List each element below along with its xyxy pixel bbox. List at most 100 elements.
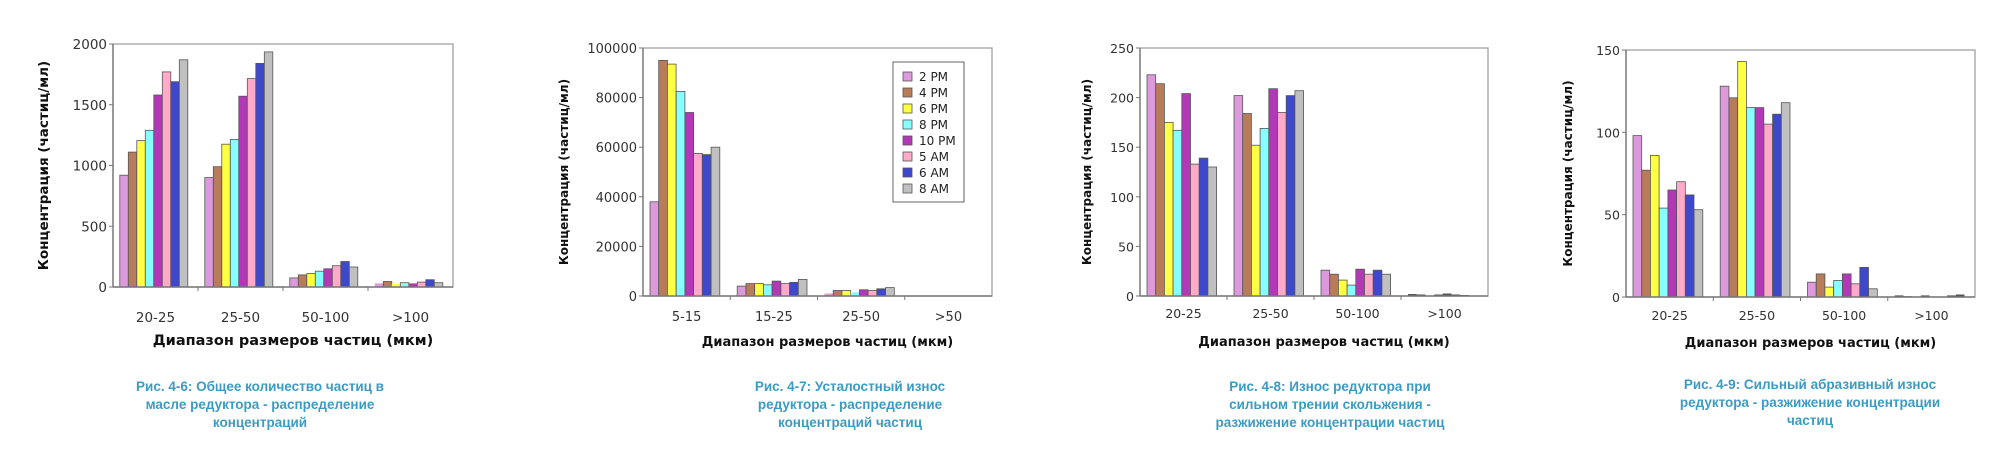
legend-label: 6 PM xyxy=(919,102,948,116)
bar-5_15-6pm xyxy=(666,63,677,297)
x-tick-label: 20-25 xyxy=(1165,306,1201,321)
bar-_100-8pm xyxy=(1434,294,1443,296)
bar-25_50-10pm xyxy=(1754,107,1765,298)
bar-15_25-5am xyxy=(780,283,790,297)
x-tick-label: 20-25 xyxy=(136,310,175,326)
bar-20_25-2pm xyxy=(119,174,129,288)
bar-_100-8pm xyxy=(1920,295,1930,297)
caption-line: концентраций частиц xyxy=(777,415,923,430)
bar-50_100-8pm xyxy=(1346,284,1357,297)
legend-swatch xyxy=(902,87,913,98)
bar-25_50-8am xyxy=(1780,102,1791,298)
y-tick-label: 2000 xyxy=(73,37,107,53)
legend-swatch xyxy=(902,183,913,194)
y-tick-label: 1000 xyxy=(73,159,107,175)
bar-20_25-4pm xyxy=(127,151,138,288)
caption-line: Рис. 4-6: Общее количество частиц в xyxy=(136,379,384,394)
bar-50_100-8pm xyxy=(314,270,325,288)
x-tick-label: 50-100 xyxy=(1822,308,1866,323)
x-axis-title: Диапазон размеров частиц (мкм) xyxy=(1198,335,1449,350)
bar-50_100-4pm xyxy=(1329,273,1339,297)
bar-25_50-6am xyxy=(1772,113,1782,298)
caption-line: Рис. 4-8: Износ редуктора при xyxy=(1229,379,1431,394)
caption-fig-4-9: Рис. 4-9: Сильный абразивный износ редук… xyxy=(1660,376,1960,430)
legend-label: 10 PM xyxy=(919,134,956,148)
y-axis-title: Концентрация (частиц/мл) xyxy=(36,61,52,270)
y-tick-label: 50 xyxy=(1118,239,1134,254)
legend-label: 6 AM xyxy=(919,166,949,180)
y-axis-title: Концентрация (частиц/мл) xyxy=(557,79,571,265)
caption-line: разжижение концентрации частиц xyxy=(1215,415,1445,430)
bar-50_100-6pm xyxy=(1337,279,1348,297)
bar-25_50-8pm xyxy=(850,292,860,296)
bar-50_100-8pm xyxy=(1833,280,1843,298)
chart-fig-4-9: 0 50 100 150 20-25 25-50 50-100 >100 Диапазон ра… xyxy=(1561,43,1976,351)
x-tick-label: 50-100 xyxy=(302,310,350,326)
figure-4-8: 0 50 100 150 200 250 20-25 25-50 50-100 >100 Диапа… xyxy=(1040,0,1530,474)
bar-25_50-4pm xyxy=(212,166,223,288)
bar-_100-10pm xyxy=(408,283,418,287)
bar-5_15-10pm xyxy=(684,112,694,297)
bar-_100-5am xyxy=(1451,294,1461,296)
y-axis-title: Концентрация (частиц/мл) xyxy=(1080,79,1094,265)
bar-25_50-5am xyxy=(246,78,257,288)
y-tick-label: 0 xyxy=(629,290,637,305)
bar-20_25-6am xyxy=(170,81,180,288)
figure-4-7: 0 20000 40000 60000 80000 100000 5-15 15-25 25-5… xyxy=(520,0,1040,474)
bar-5_15-2pm xyxy=(649,201,660,297)
legend-label: 8 AM xyxy=(919,182,949,196)
bar-20_25-2pm xyxy=(1146,74,1157,297)
bar-25_50-8am xyxy=(263,51,274,288)
bar-25_50-10pm xyxy=(858,289,869,297)
y-tick-label: 50 xyxy=(1604,208,1620,223)
bar-25_50-5am xyxy=(1763,123,1773,298)
bar-25_50-5am xyxy=(867,290,878,297)
chart-fig-4-7: 0 20000 40000 60000 80000 100000 5-15 15-25 25-5… xyxy=(557,42,993,350)
y-tick-label: 200 xyxy=(1110,91,1134,106)
bar-_100-8am xyxy=(1955,294,1965,297)
bar-50_100-8am xyxy=(348,266,359,288)
bar-_100-2pm xyxy=(1408,294,1417,296)
bar-_100-6am xyxy=(425,279,435,288)
bar-_100-6pm xyxy=(391,284,401,287)
legend-swatch xyxy=(902,167,913,178)
bar-15_25-6am xyxy=(789,281,799,297)
bar-50_100-4pm xyxy=(297,274,308,288)
bar-20_25-8pm xyxy=(1658,207,1669,298)
legend-swatch xyxy=(902,103,913,114)
x-tick-label: >100 xyxy=(392,310,429,326)
y-tick-label: 100 xyxy=(1596,125,1620,140)
x-axis-title: Диапазон размеров частиц (мкм) xyxy=(153,333,433,349)
bar-_100-5am xyxy=(416,281,427,288)
bar-25_50-6pm xyxy=(221,143,231,288)
bar-_100-4pm xyxy=(382,281,393,288)
bar-25_50-10pm xyxy=(238,95,248,288)
bar-20_25-6pm xyxy=(1164,122,1174,297)
bar-25_50-2pm xyxy=(1719,85,1730,298)
caption-line: Рис. 4-9: Сильный абразивный износ xyxy=(1683,377,1937,392)
bar-5_15-5am xyxy=(693,152,703,297)
bar-25_50-8pm xyxy=(1745,107,1756,298)
bar-25_50-6am xyxy=(1285,95,1296,297)
caption-line: редуктора - распределение xyxy=(757,397,943,412)
bar-20_25-8pm xyxy=(1172,129,1183,297)
legend-box xyxy=(892,61,965,203)
x-tick-label: 25-50 xyxy=(842,310,880,325)
y-tick-label: 150 xyxy=(1596,43,1620,58)
bar-25_50-4pm xyxy=(832,290,843,297)
y-tick-label: 20000 xyxy=(596,240,637,255)
bar-50_100-6pm xyxy=(306,273,316,288)
caption-line: концентраций xyxy=(212,415,308,430)
y-tick-label: 500 xyxy=(81,219,107,235)
bar-25_50-6pm xyxy=(1737,61,1747,298)
x-tick-label: >100 xyxy=(1427,306,1461,321)
bar-_100-4pm xyxy=(1416,294,1426,296)
bar-50_100-2pm xyxy=(289,277,299,288)
legend-label: 4 PM xyxy=(919,86,948,100)
chart-fig-4-8: 0 50 100 150 200 250 20-25 25-50 50-100 >100 Диапа… xyxy=(1080,41,1489,350)
bar-_100-10pm xyxy=(1442,293,1452,296)
bar-25_50-6am xyxy=(876,288,886,297)
bar-50_100-4pm xyxy=(1815,273,1826,298)
bar-15_25-10pm xyxy=(771,280,782,297)
y-tick-label: 0 xyxy=(1612,290,1620,305)
